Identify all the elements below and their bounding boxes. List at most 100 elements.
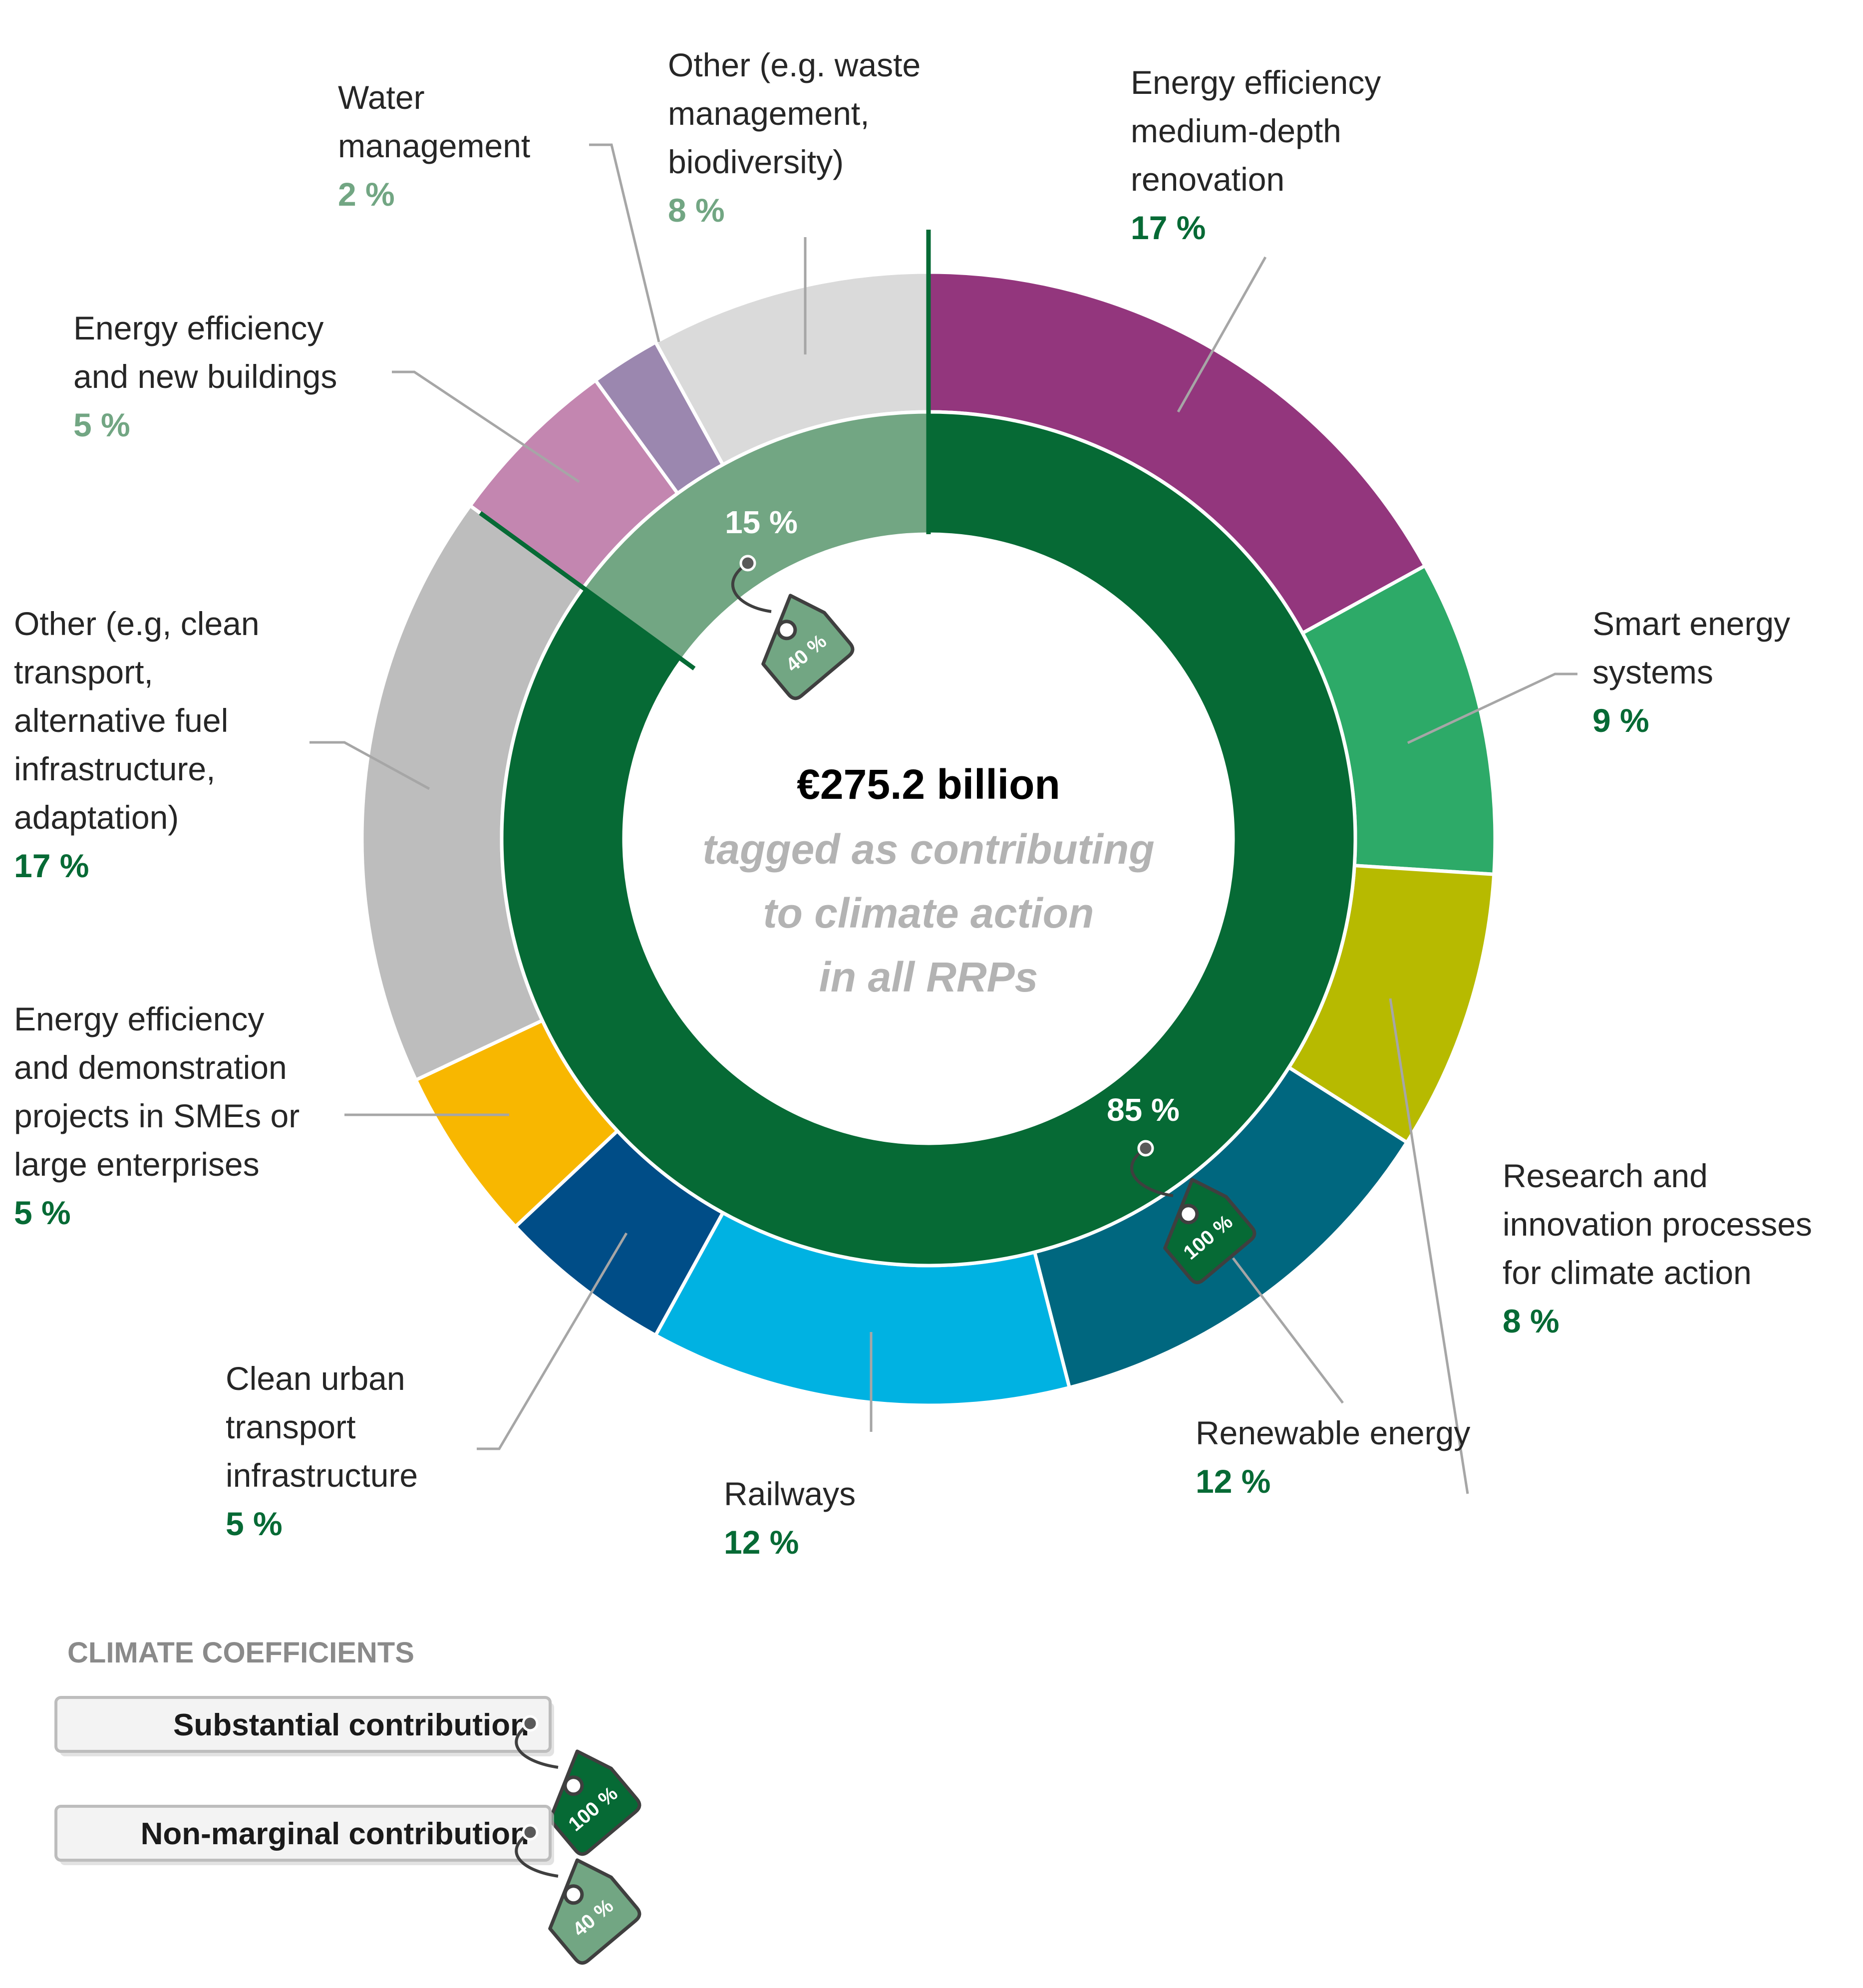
leader-line	[1407, 672, 1577, 744]
segment-label-line: management,	[668, 95, 870, 132]
segment-label-line: innovation processes	[1503, 1206, 1812, 1243]
legend-coefficient-tag: 100 %	[548, 1749, 641, 1856]
label-research-and-innovation-processes-for-climate-action: Research and innovation processes for clim…	[1503, 1157, 1812, 1339]
center-subtitle-line: to climate action	[763, 890, 1094, 937]
legend-item-non-marginal-contribution: Non-marginal contribution 40 %	[54, 1805, 641, 1965]
legend-item-box	[54, 1805, 552, 1862]
segment-label-line: Research and	[1503, 1157, 1708, 1194]
segment-label-line: transport,	[14, 654, 153, 690]
label-energy-efficiency-and-demonstration-projects-in-smes-or-large-enterprises: Energy efficiency and demonstration projec…	[14, 1000, 300, 1231]
segment-label-line: systems	[1592, 654, 1713, 690]
inner-percentage: 85 %	[1107, 1092, 1180, 1128]
price-tag-string	[1130, 1147, 1174, 1197]
leader-lines	[310, 143, 1577, 1494]
price-tag-pin	[522, 1824, 539, 1841]
coefficient-tag: 40 %	[761, 594, 855, 700]
legend-item-box	[54, 1696, 552, 1753]
segment-label-line: infrastructure,	[14, 750, 215, 787]
group-divider-line	[479, 511, 696, 670]
segment-label-line: and new buildings	[73, 358, 337, 395]
segment-label-line: Energy efficiency	[14, 1000, 264, 1037]
legend-item-label: Substantial contribution	[173, 1708, 529, 1742]
segment-label-line: adaptation)	[14, 799, 179, 836]
inner-slice-non-marginal-contribution	[581, 410, 931, 663]
segment-label-line: management	[338, 127, 530, 164]
segment-label-line: for climate action	[1503, 1254, 1752, 1291]
price-tag-hole	[1178, 1204, 1199, 1225]
segment-percentage: 2 %	[338, 176, 395, 213]
leader-line	[1389, 998, 1469, 1494]
label-water-management: Water management 2 %	[338, 79, 530, 213]
segment-label-line: projects in SMEs or	[14, 1097, 300, 1134]
segment-label-line: Other (e.g, clean	[14, 605, 260, 642]
segment-percentage: 8 %	[668, 192, 725, 229]
segment-label-line: medium-depth	[1131, 112, 1341, 149]
segment-label-line: Renewable energy	[1196, 1414, 1470, 1451]
inner-label-non-marginal-contribution: 15 % 40 %	[725, 504, 855, 700]
center-amount: €275.2 billion	[797, 761, 1060, 808]
segment-label-line: Other (e.g. waste	[668, 46, 921, 83]
segment-label-line: alternative fuel	[14, 702, 228, 739]
segment-label-line: Clean urban	[226, 1360, 405, 1397]
segment-label-line: Energy efficiency	[73, 310, 323, 346]
segment-label-line: Railways	[724, 1475, 856, 1512]
price-tag-string	[731, 562, 772, 613]
center-subtitle-line: in all RRPs	[819, 954, 1038, 1000]
price-tag-hole	[776, 620, 797, 641]
label-other-e-g-waste-management-biodiversity: Other (e.g. waste management, biodiversity…	[668, 46, 921, 229]
inner-ring	[500, 410, 1357, 1268]
legend: CLIMATE COEFFICIENTS Substantial contribu…	[54, 1637, 641, 1965]
price-tag-hole	[563, 1775, 584, 1796]
legend-title: CLIMATE COEFFICIENTS	[67, 1637, 414, 1669]
label-energy-efficiency-and-new-buildings: Energy efficiency and new buildings 5 %	[73, 310, 337, 443]
price-tag-body	[761, 594, 855, 700]
segment-percentage: 17 %	[1131, 209, 1206, 246]
label-railways: Railways 12 %	[724, 1475, 856, 1561]
label-smart-energy-systems: Smart energy systems 9 %	[1592, 605, 1790, 739]
segment-percentage: 17 %	[14, 847, 89, 884]
leader-line	[310, 741, 430, 790]
segment-label-line: Water	[338, 79, 425, 116]
price-tag-body	[548, 1858, 641, 1965]
price-tag-hole	[563, 1884, 584, 1905]
legend-coefficient-tag: 40 %	[548, 1858, 641, 1965]
segment-label-line: transport	[226, 1408, 355, 1445]
segment-percentage: 12 %	[1196, 1463, 1270, 1500]
segment-percentage: 5 %	[73, 406, 130, 443]
segment-percentage: 9 %	[1592, 702, 1649, 739]
segment-label-line: Smart energy	[1592, 605, 1790, 642]
label-clean-urban-transport-infrastructure: Clean urban transport infrastructure 5 %	[226, 1360, 418, 1542]
group-dividers	[479, 230, 931, 670]
inner-label-substantial-contribution: 85 % 100 %	[1107, 1092, 1256, 1285]
price-tag-string	[515, 1831, 559, 1878]
legend-item-substantial-contribution: Substantial contribution 100 %	[54, 1696, 641, 1856]
segment-percentage: 12 %	[724, 1524, 799, 1561]
segment-label-line: Energy efficiency	[1131, 64, 1381, 101]
center-subtitle-line: tagged as contributing	[702, 826, 1154, 873]
segment-label-line: renovation	[1131, 161, 1284, 198]
label-other-e-g-clean-transport-alternative-fuel-infrastructure-adaptation: Other (e.g, clean transport, alternative f…	[14, 605, 260, 884]
leader-line	[477, 1232, 628, 1450]
segment-percentage: 8 %	[1503, 1303, 1559, 1339]
segment-label-line: and demonstration	[14, 1049, 287, 1086]
segment-percentage: 5 %	[14, 1194, 71, 1231]
leader-line	[1232, 1257, 1344, 1404]
coefficient-tag: 100 %	[1163, 1178, 1256, 1285]
price-tag-string	[515, 1722, 559, 1769]
segment-label-line: infrastructure	[226, 1457, 418, 1494]
leader-line	[1177, 256, 1267, 413]
center-text: €275.2 billion tagged as contributing to c…	[702, 761, 1154, 1000]
inner-slice-substantial-contribution	[500, 410, 1357, 1268]
leader-line	[589, 143, 660, 342]
label-renewable-energy: Renewable energy 12 %	[1196, 1414, 1470, 1500]
price-tag-pin	[1137, 1140, 1154, 1157]
segment-labels: Energy efficiency medium-depth renovation 1…	[14, 46, 1812, 1561]
segment-percentage: 5 %	[226, 1505, 283, 1542]
price-tag-pin	[522, 1715, 539, 1732]
label-energy-efficiency-medium-depth-renovation: Energy efficiency medium-depth renovation 1…	[1131, 64, 1381, 246]
legend-item-label: Non-marginal contribution	[141, 1817, 529, 1851]
inner-ring-labels: 85 % 100 % 15 % 40 %	[725, 504, 1256, 1285]
inner-percentage: 15 %	[725, 504, 798, 540]
segment-label-line: large enterprises	[14, 1146, 260, 1183]
